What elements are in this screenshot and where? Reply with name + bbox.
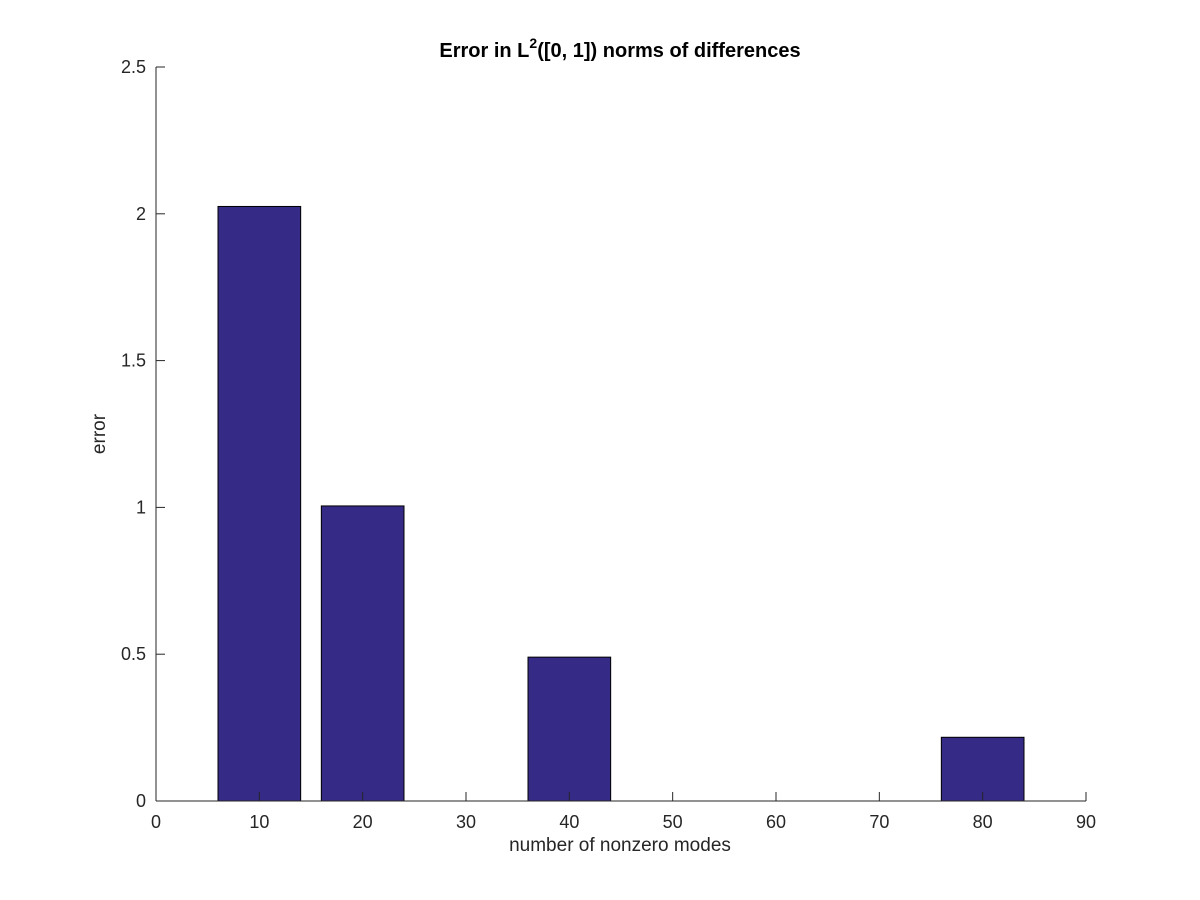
bar-20	[320, 505, 405, 802]
x-tick-label-90: 90	[1076, 812, 1096, 832]
axes-group: 0 10 20 30 40 50 60 70 80 90 0 0.5 1 1.5 2 2.5	[121, 57, 1096, 832]
y-tick-label-1-5: 1.5	[121, 351, 146, 371]
bar-80	[940, 736, 1025, 802]
y-tick-label-2-5: 2.5	[121, 57, 146, 77]
x-tick-label-0: 0	[151, 812, 161, 832]
x-tick-label-70: 70	[869, 812, 889, 832]
x-tick-label-50: 50	[663, 812, 683, 832]
chart-title-superscript: 2	[529, 35, 537, 51]
x-tick-label-60: 60	[766, 812, 786, 832]
x-axis-label: number of nonzero modes	[509, 835, 731, 856]
chart-title: Error in L2([0, 1]) norms of differences	[439, 35, 800, 62]
y-axis-label: error	[89, 413, 110, 454]
x-tick-label-80: 80	[973, 812, 993, 832]
x-tick-label-10: 10	[249, 812, 269, 832]
x-tick-label-20: 20	[353, 812, 373, 832]
chart-title-prefix: Error in L	[439, 40, 529, 62]
chart-title-suffix: ([0, 1]) norms of differences	[537, 40, 800, 62]
y-tick-label-0-5: 0.5	[121, 644, 146, 664]
x-tick-label-30: 30	[456, 812, 476, 832]
bar-10	[217, 205, 302, 802]
x-tick-label-40: 40	[559, 812, 579, 832]
y-tick-label-1: 1	[136, 497, 146, 517]
bar-40	[527, 656, 612, 802]
bars-group	[217, 205, 1025, 802]
y-tick-label-2: 2	[136, 204, 146, 224]
y-tick-label-0: 0	[136, 791, 146, 811]
